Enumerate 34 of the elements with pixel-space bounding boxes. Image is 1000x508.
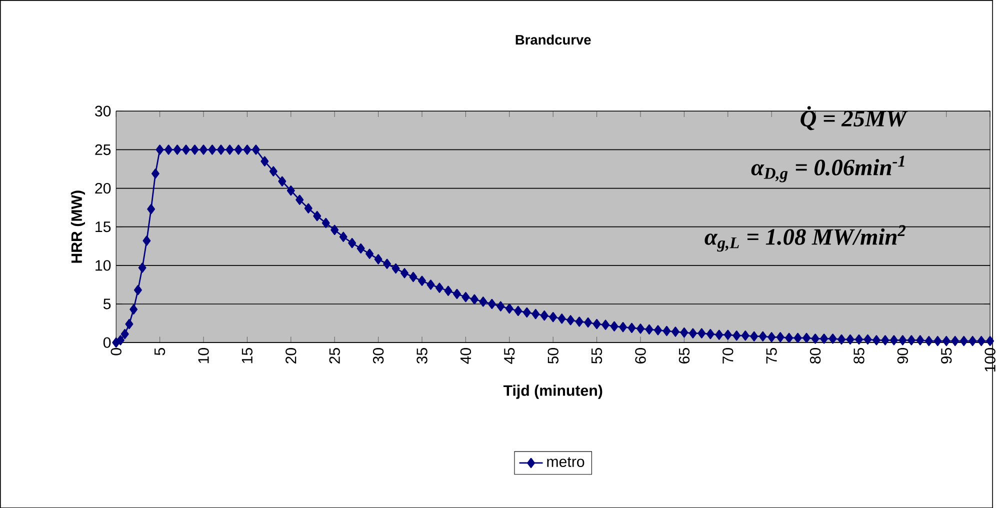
x-tick-label: 15 — [242, 348, 252, 363]
annotation: α$_{D,g}$ = 0.06min$^{-1}$ — [751, 156, 904, 182]
y-tick-label: 30 — [95, 106, 111, 116]
legend-label: metro — [547, 456, 584, 467]
x-tick-label: 50 — [548, 348, 558, 364]
x-tick-label: 40 — [460, 348, 472, 364]
x-tick-label: 5 — [154, 348, 166, 356]
x-tick-label: 55 — [592, 348, 602, 364]
chart-title: Brandcurve — [516, 34, 591, 45]
y-tick-label: 5 — [103, 298, 111, 310]
x-tick-label: 25 — [329, 348, 340, 364]
x-tick-label: 10 — [198, 348, 209, 363]
x-tick-label: 95 — [941, 348, 952, 364]
y-tick-label: 25 — [95, 144, 111, 155]
y-tick-label: 15 — [96, 221, 111, 232]
x-tick-label: 75 — [766, 348, 777, 364]
y-tick-label: 20 — [95, 182, 111, 194]
x-tick-label: 0 — [110, 348, 122, 356]
x-tick-label: 65 — [678, 348, 690, 364]
x-tick-label: 60 — [635, 348, 646, 364]
x-tick-label: 20 — [286, 348, 296, 364]
x-tick-label: 35 — [416, 348, 428, 364]
x-tick-label: 80 — [810, 348, 821, 364]
x-tick-label: 100 — [984, 348, 996, 372]
x-axis-title: Tijd (minuten) — [503, 384, 602, 399]
y-axis-title: HRR (MW) — [70, 190, 85, 263]
x-tick-label: 70 — [722, 348, 734, 364]
y-tick-label: 10 — [96, 260, 111, 271]
x-tick-label: 30 — [372, 348, 384, 364]
x-tick-label: 85 — [854, 348, 864, 364]
x-tick-label: 45 — [504, 348, 515, 364]
y-tick-label: 0 — [103, 337, 111, 348]
annotation: Q̇ = 25MW — [800, 106, 908, 130]
x-tick-label: 90 — [897, 348, 908, 364]
